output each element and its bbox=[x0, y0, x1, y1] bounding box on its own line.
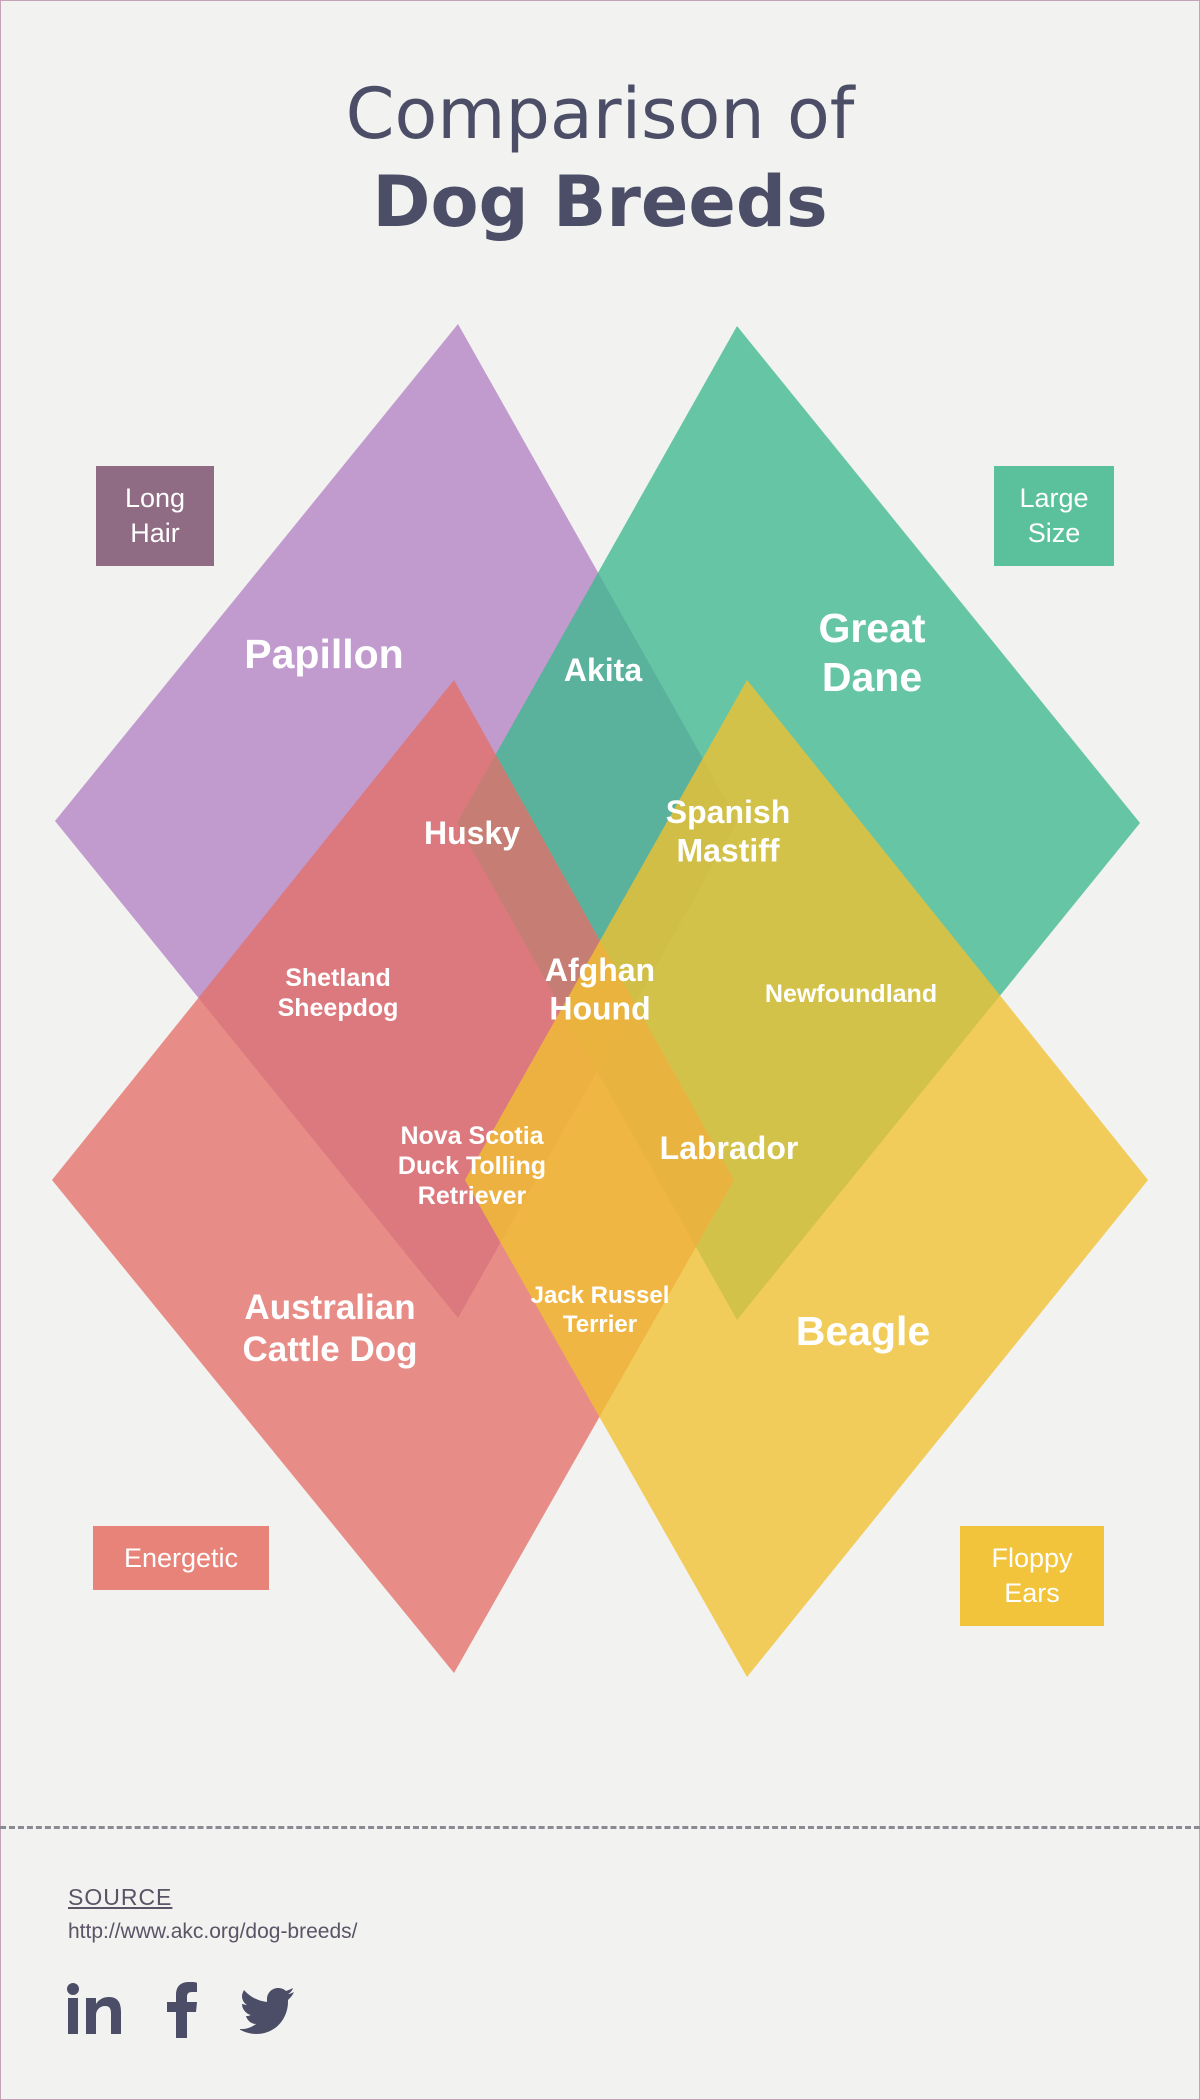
diamond-energetic bbox=[52, 680, 734, 1673]
breed-label-husky: Husky bbox=[424, 815, 520, 851]
facebook-icon[interactable] bbox=[164, 1982, 200, 2043]
breed-label-akita: Akita bbox=[564, 652, 642, 688]
breed-label-afghan-hound: Afghan Hound bbox=[545, 952, 655, 1026]
category-label-large-size: Large Size bbox=[1019, 483, 1089, 548]
linkedin-icon[interactable] bbox=[64, 1982, 124, 2043]
footer-divider bbox=[0, 1826, 1200, 1829]
page-title: Comparison of Dog Breeds bbox=[0, 70, 1200, 246]
breed-label-nova-scotia: Nova Scotia Duck Tolling Retriever bbox=[398, 1122, 546, 1210]
breed-label-newfoundland: Newfoundland bbox=[765, 980, 937, 1008]
category-tag-floppy-ears: Floppy Ears bbox=[960, 1526, 1104, 1626]
venn-diagram: Papillon Akita Great Dane Husky Spanish Mastif… bbox=[52, 324, 1148, 1677]
category-label-long-hair: Long Hair bbox=[124, 483, 186, 548]
source-url[interactable]: http://www.akc.org/dog-breeds/ bbox=[68, 1920, 358, 1943]
twitter-icon[interactable] bbox=[239, 1982, 296, 2043]
category-tag-energetic: Energetic bbox=[93, 1526, 269, 1590]
diamond-floppy-ears bbox=[465, 680, 1148, 1677]
source-heading: SOURCE bbox=[68, 1884, 173, 1910]
category-tag-large-size: Large Size bbox=[994, 466, 1114, 566]
breed-label-papillon: Papillon bbox=[244, 631, 403, 677]
category-label-floppy-ears: Floppy Ears bbox=[991, 1543, 1073, 1608]
breed-label-labrador: Labrador bbox=[660, 1130, 799, 1166]
breed-label-jack-russel-terrier: Jack Russel Terrier bbox=[531, 1282, 670, 1338]
breed-label-spanish-mastiff: Spanish Mastiff bbox=[666, 794, 790, 868]
category-tag-long-hair: Long Hair bbox=[96, 466, 214, 566]
title-line-1: Comparison of bbox=[345, 73, 855, 155]
breed-label-beagle: Beagle bbox=[796, 1308, 930, 1354]
breed-label-australian-cattle-dog: Australian Cattle Dog bbox=[243, 1288, 418, 1369]
breed-label-great-dane: Great Dane bbox=[818, 605, 925, 700]
category-label-energetic: Energetic bbox=[123, 1542, 239, 1573]
title-line-2: Dog Breeds bbox=[372, 161, 828, 243]
breed-label-shetland-sheepdog: Shetland Sheepdog bbox=[278, 964, 399, 1022]
